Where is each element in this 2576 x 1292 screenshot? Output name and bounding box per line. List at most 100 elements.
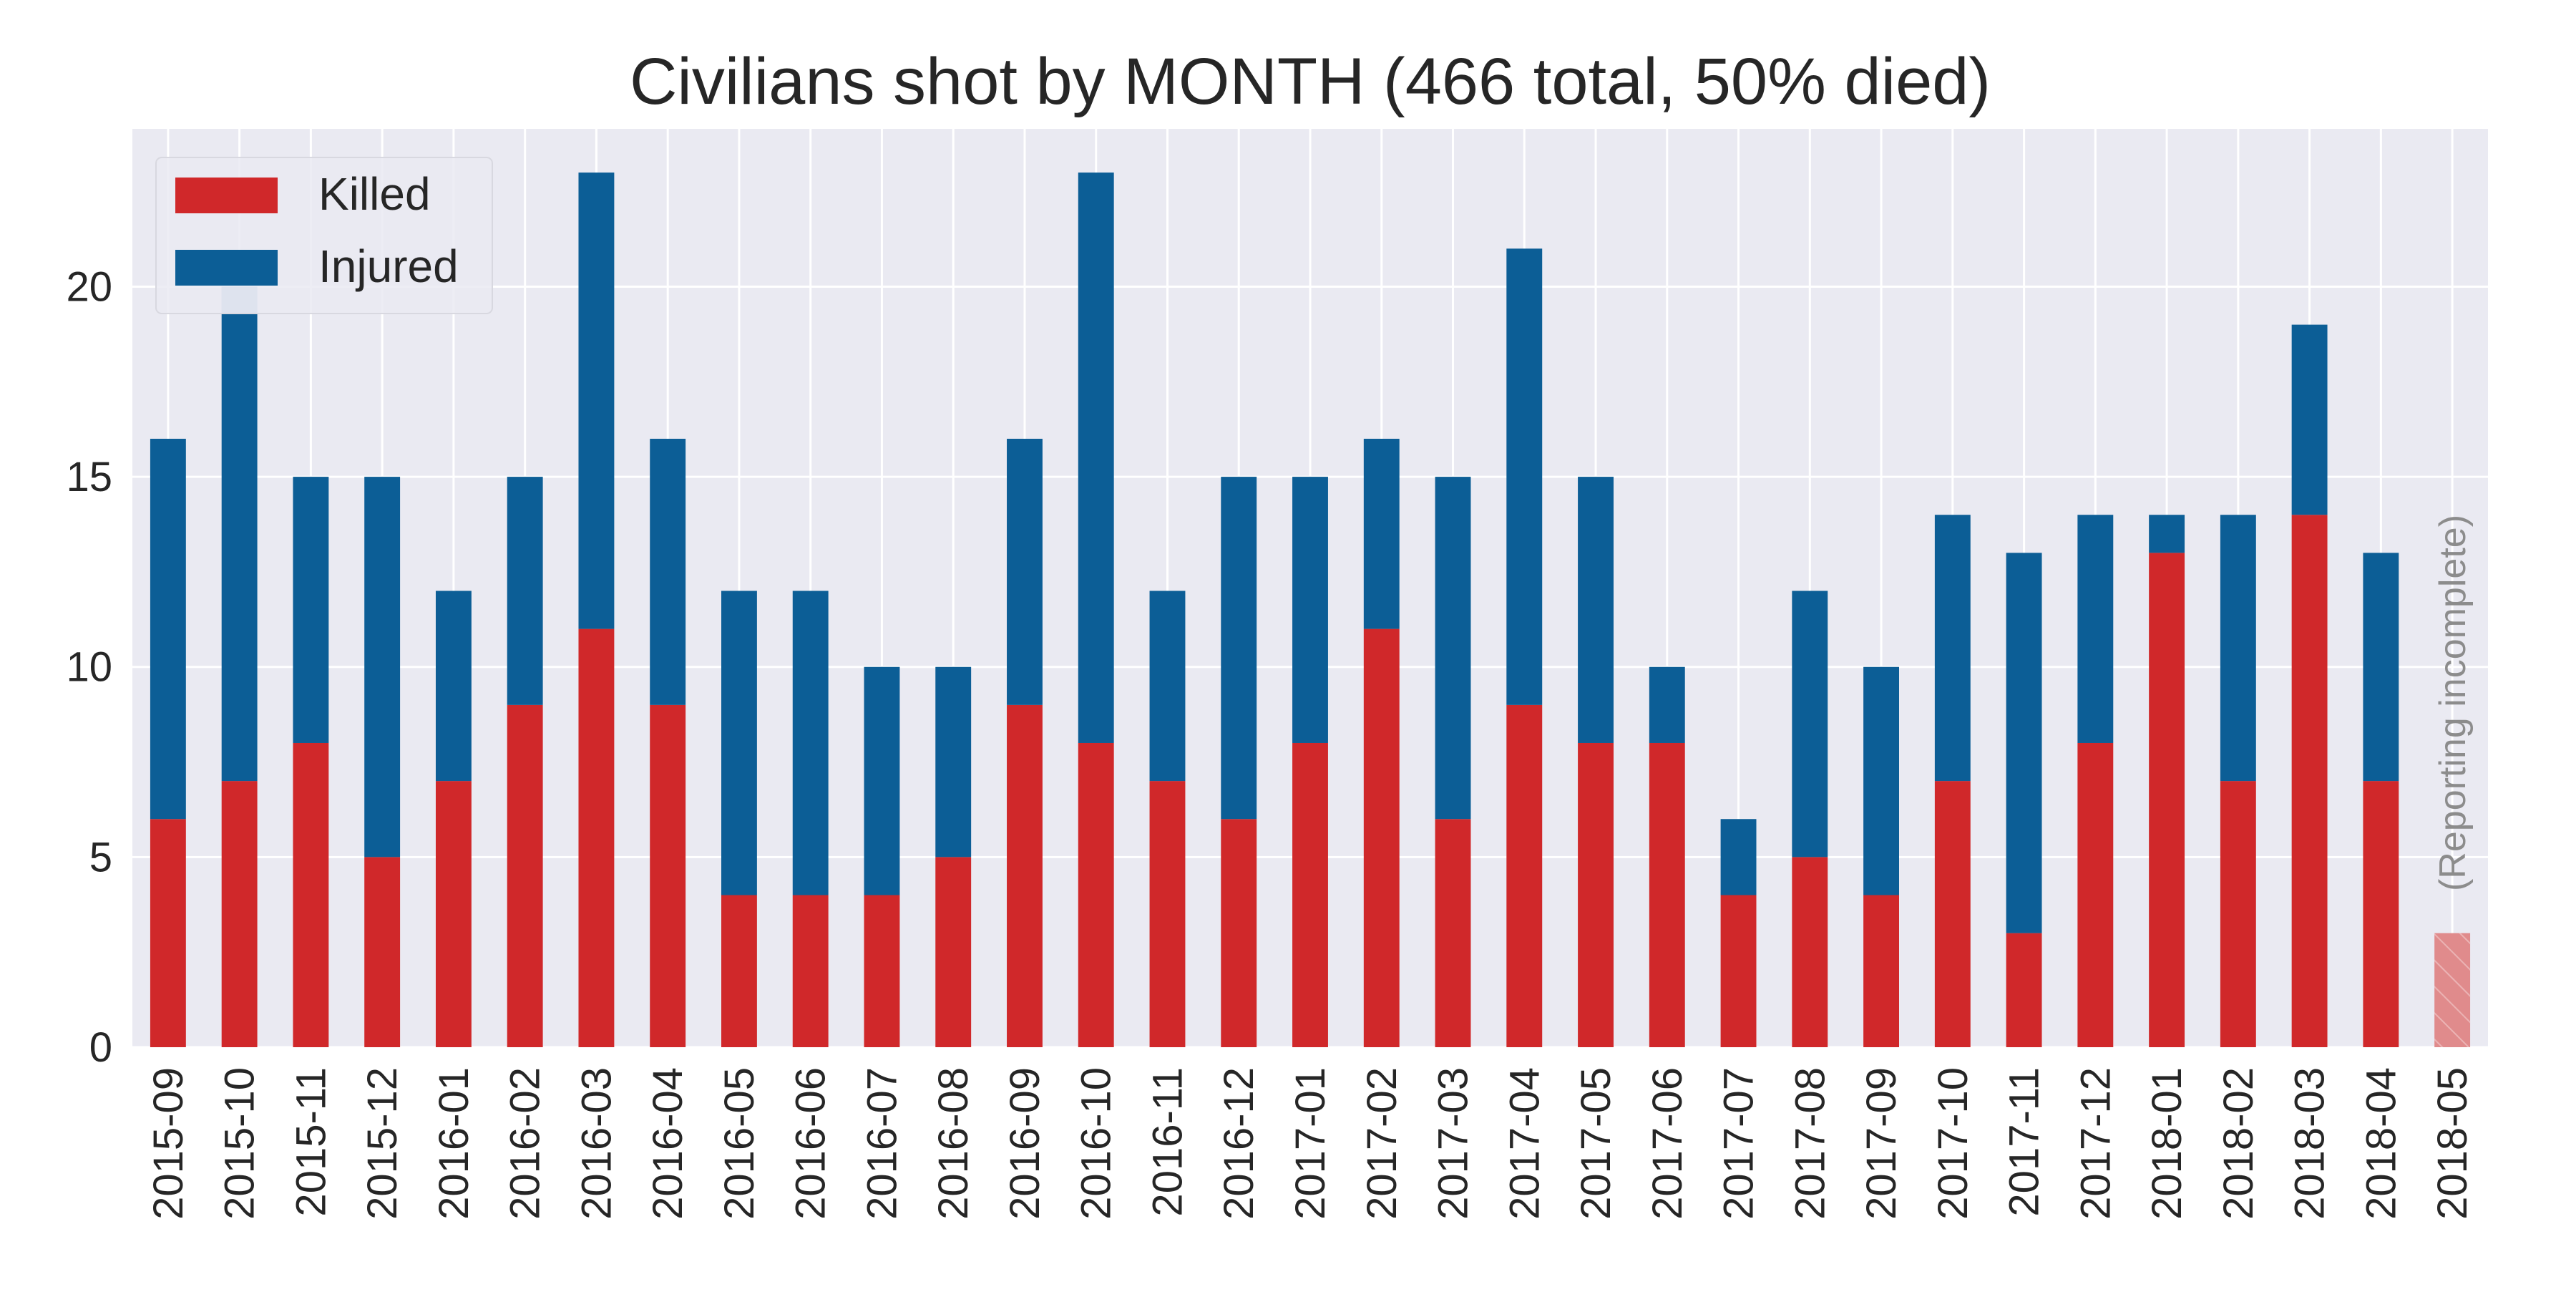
bar-injured-2017-06	[1649, 666, 1685, 743]
bar-killed-2016-02	[507, 704, 543, 1047]
bar-injured-2016-02	[507, 477, 543, 705]
bar-injured-2016-09	[1007, 438, 1043, 705]
bar-killed-2017-07	[1720, 895, 1757, 1047]
bar-killed-2018-04	[2363, 781, 2399, 1047]
bar-killed-2017-05	[1578, 742, 1614, 1047]
bar-killed-2017-03	[1435, 819, 1471, 1047]
bar-killed-2016-09	[1007, 704, 1043, 1047]
bar-hatch-2018-05	[2434, 933, 2471, 1047]
bar-killed-2016-08	[935, 857, 972, 1047]
x-tick-label: 2016-08	[930, 1067, 977, 1220]
bar-injured-2016-01	[435, 591, 472, 782]
x-tick-label: 2018-04	[2358, 1067, 2404, 1220]
y-tick-label: 0	[89, 1024, 112, 1071]
bar-killed-2017-11	[2006, 933, 2042, 1047]
bar-killed-2015-09	[150, 819, 186, 1047]
bar-killed-2017-04	[1506, 704, 1543, 1047]
bar-killed-2016-06	[792, 895, 829, 1047]
bar-injured-2016-12	[1221, 477, 1257, 820]
bar-killed-2016-07	[864, 895, 900, 1047]
y-tick-label: 5	[89, 834, 112, 880]
bar-killed-2017-01	[1292, 742, 1328, 1047]
bar-killed-2016-12	[1221, 819, 1257, 1047]
bar-killed-2018-01	[2149, 553, 2185, 1047]
x-tick-label: 2017-04	[1501, 1067, 1548, 1220]
bar-killed-2017-09	[1863, 895, 1899, 1047]
bar-killed-2017-10	[1934, 781, 1971, 1047]
bar-injured-2018-02	[2220, 515, 2256, 782]
bar-killed-2016-03	[578, 628, 615, 1047]
bar-injured-2017-08	[1792, 591, 1828, 858]
bar-injured-2017-04	[1506, 248, 1543, 705]
x-tick-label: 2017-08	[1787, 1067, 1833, 1220]
legend-label-injured: Injured	[318, 241, 459, 292]
bar-injured-2015-11	[293, 477, 329, 743]
bar-killed-2015-10	[221, 781, 258, 1047]
bar-injured-2017-02	[1363, 438, 1400, 629]
x-tick-label: 2017-06	[1644, 1067, 1691, 1220]
x-tick-label: 2017-11	[2001, 1067, 2048, 1217]
bar-injured-2017-07	[1720, 819, 1757, 895]
bar-injured-2016-04	[650, 438, 686, 705]
chart-title: Civilians shot by MONTH (466 total, 50% …	[630, 45, 1991, 118]
bar-killed-2016-10	[1078, 742, 1114, 1047]
x-tick-label: 2015-11	[288, 1067, 334, 1217]
x-tick-label: 2017-02	[1359, 1067, 1405, 1220]
bar-killed-2016-11	[1149, 781, 1186, 1047]
y-tick-label: 10	[66, 644, 112, 691]
x-tick-label: 2016-09	[1002, 1067, 1048, 1220]
x-tick-label: 2015-09	[145, 1067, 192, 1220]
bar-injured-2016-05	[721, 591, 757, 895]
bar-injured-2016-07	[864, 666, 900, 895]
y-tick-labels: 0 5 10 15 20	[66, 263, 112, 1071]
bar-injured-2015-09	[150, 438, 186, 820]
bar-injured-2018-01	[2149, 515, 2185, 553]
legend: Killed Injured	[155, 157, 493, 314]
legend-label-killed: Killed	[318, 168, 431, 220]
x-tick-label: 2016-06	[788, 1067, 834, 1220]
bar-injured-2018-03	[2291, 324, 2328, 515]
x-tick-label: 2016-04	[645, 1067, 691, 1220]
x-tick-label: 2016-11	[1144, 1067, 1191, 1217]
x-tick-label: 2016-02	[502, 1067, 549, 1220]
bar-injured-2017-01	[1292, 477, 1328, 743]
bar-injured-2018-04	[2363, 553, 2399, 782]
bar-injured-2017-10	[1934, 515, 1971, 782]
x-tick-label: 2016-01	[431, 1067, 477, 1220]
bar-killed-2017-12	[2077, 742, 2114, 1047]
x-tick-label: 2017-01	[1287, 1067, 1334, 1220]
x-tick-label: 2017-12	[2072, 1067, 2119, 1220]
bar-injured-2017-03	[1435, 477, 1471, 820]
bar-injured-2017-09	[1863, 666, 1899, 895]
bar-killed-2016-05	[721, 895, 757, 1047]
legend-swatch-killed	[175, 178, 278, 213]
bar-killed-2016-01	[435, 781, 472, 1047]
y-tick-label: 15	[66, 454, 112, 500]
bar-killed-2018-03	[2291, 515, 2328, 1047]
x-tick-label: 2016-05	[716, 1067, 763, 1220]
bar-injured-2015-12	[364, 477, 401, 858]
x-tick-label: 2018-01	[2144, 1067, 2190, 1220]
x-tick-label: 2016-10	[1073, 1067, 1120, 1220]
x-tick-label: 2017-09	[1858, 1067, 1905, 1220]
x-tick-label: 2016-12	[1216, 1067, 1262, 1220]
bar-killed-2017-06	[1649, 742, 1685, 1047]
bar-injured-2017-05	[1578, 477, 1614, 743]
bar-injured-2016-11	[1149, 591, 1186, 782]
x-tick-label: 2017-05	[1573, 1067, 1619, 1220]
legend-swatch-injured	[175, 250, 278, 286]
reporting-incomplete-annotation: (Reporting incomplete)	[2432, 515, 2474, 891]
y-tick-label: 20	[66, 263, 112, 310]
x-tick-label: 2016-07	[859, 1067, 905, 1220]
bar-injured-2015-10	[221, 286, 258, 782]
bar-injured-2016-03	[578, 173, 615, 629]
x-tick-label: 2018-05	[2429, 1067, 2476, 1220]
x-tick-label: 2018-03	[2287, 1067, 2333, 1220]
bars	[150, 173, 2471, 1047]
x-tick-label: 2017-10	[1930, 1067, 1976, 1220]
bar-killed-2016-04	[650, 704, 686, 1047]
bar-killed-2017-08	[1792, 857, 1828, 1047]
bar-injured-2017-11	[2006, 553, 2042, 933]
